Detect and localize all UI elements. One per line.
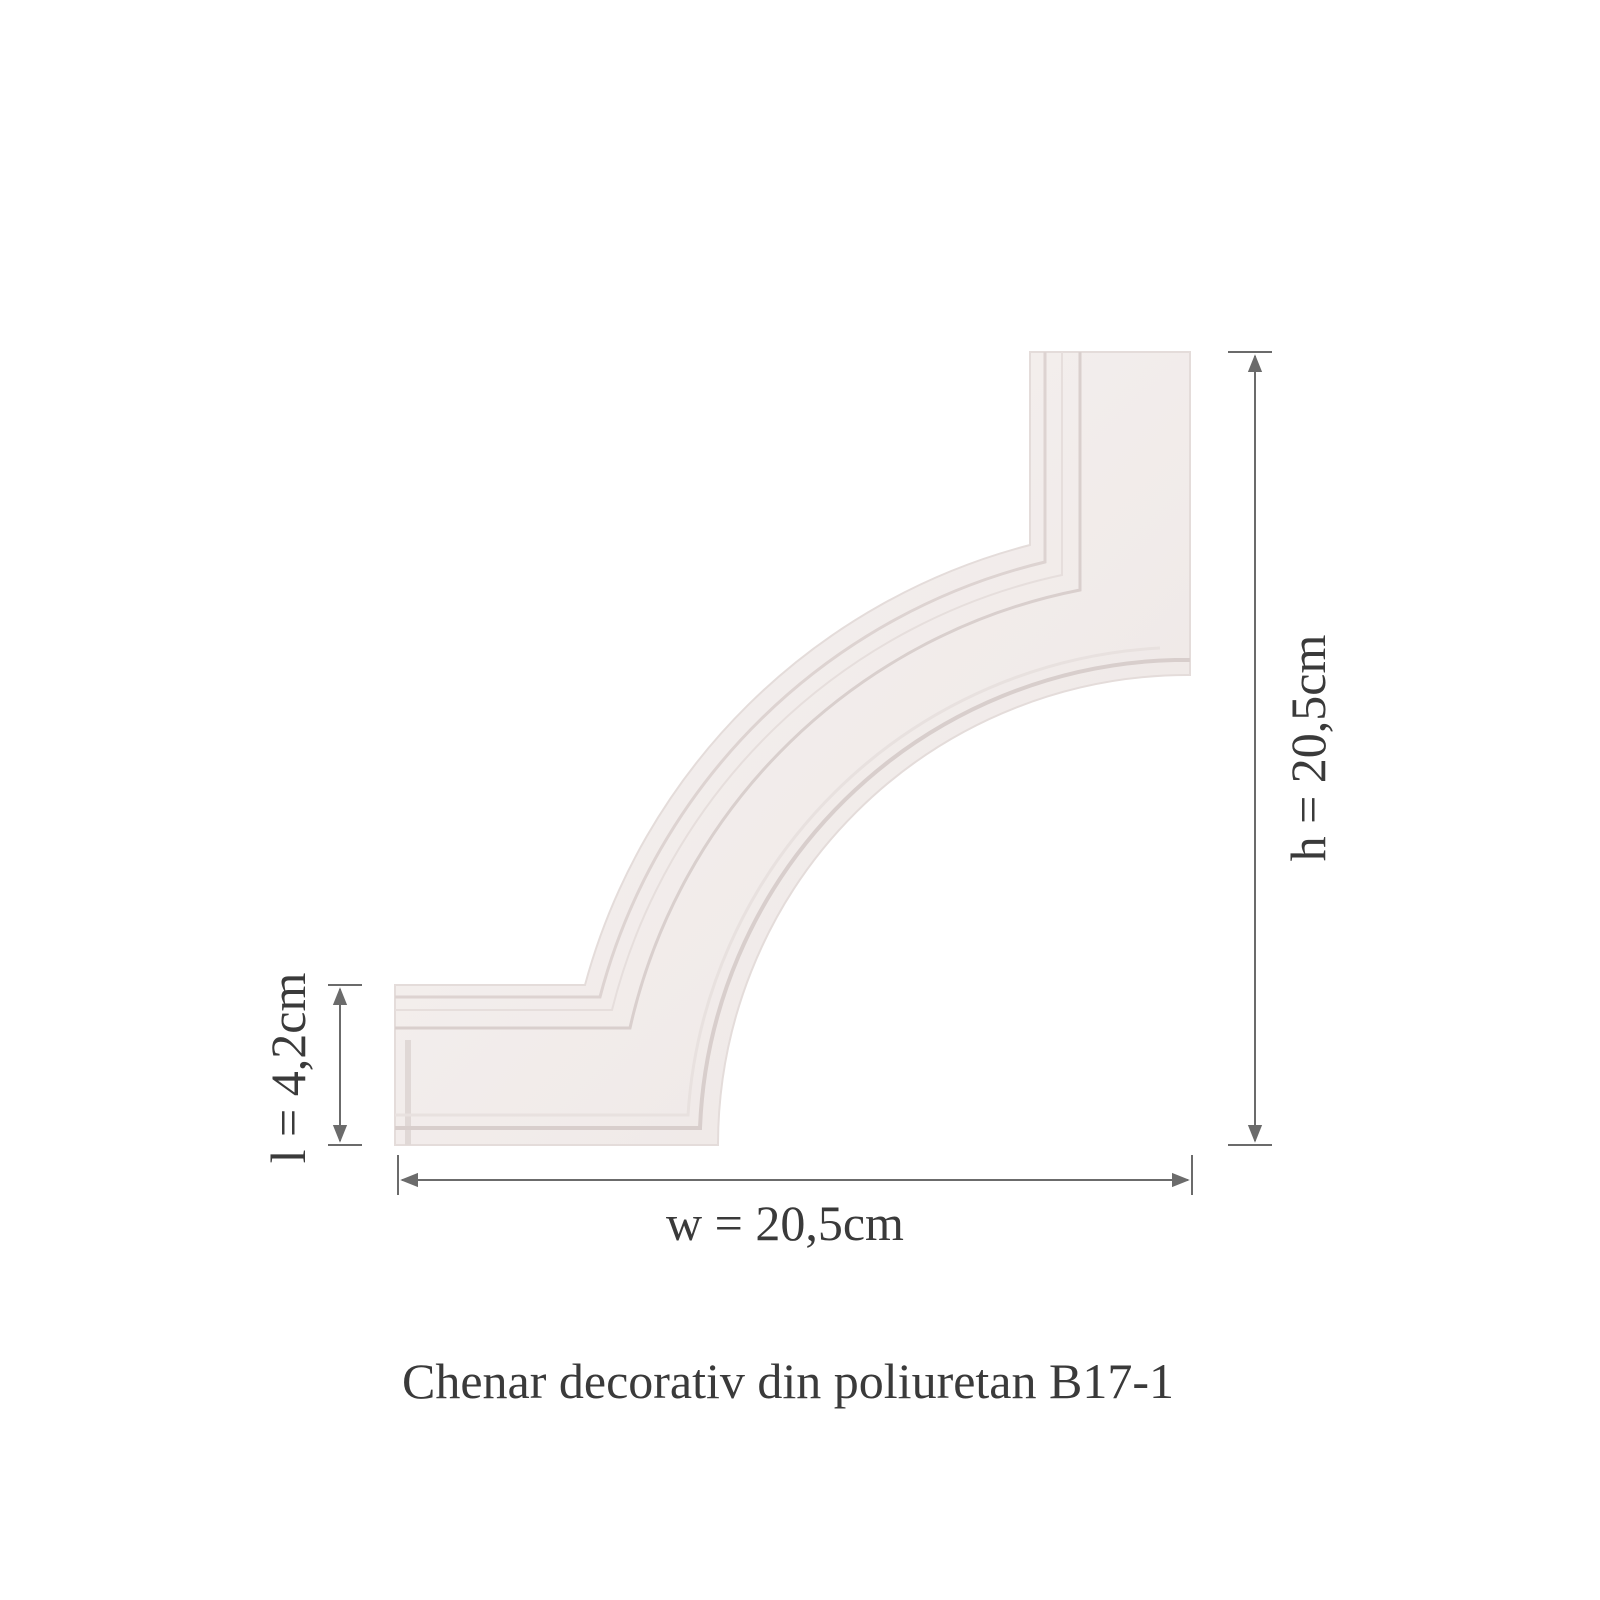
- molding-corner-piece: [394, 351, 1191, 1146]
- profile-dimension: l = 4,2cm: [260, 973, 362, 1164]
- width-label: w = 20,5cm: [666, 1195, 904, 1251]
- height-dimension: h = 20,5cm: [1228, 351, 1336, 1146]
- product-caption: Chenar decorativ din poliuretan B17-1: [402, 1353, 1174, 1409]
- profile-label: l = 4,2cm: [260, 973, 316, 1164]
- width-dimension: w = 20,5cm: [397, 1155, 1193, 1251]
- height-label: h = 20,5cm: [1280, 635, 1336, 862]
